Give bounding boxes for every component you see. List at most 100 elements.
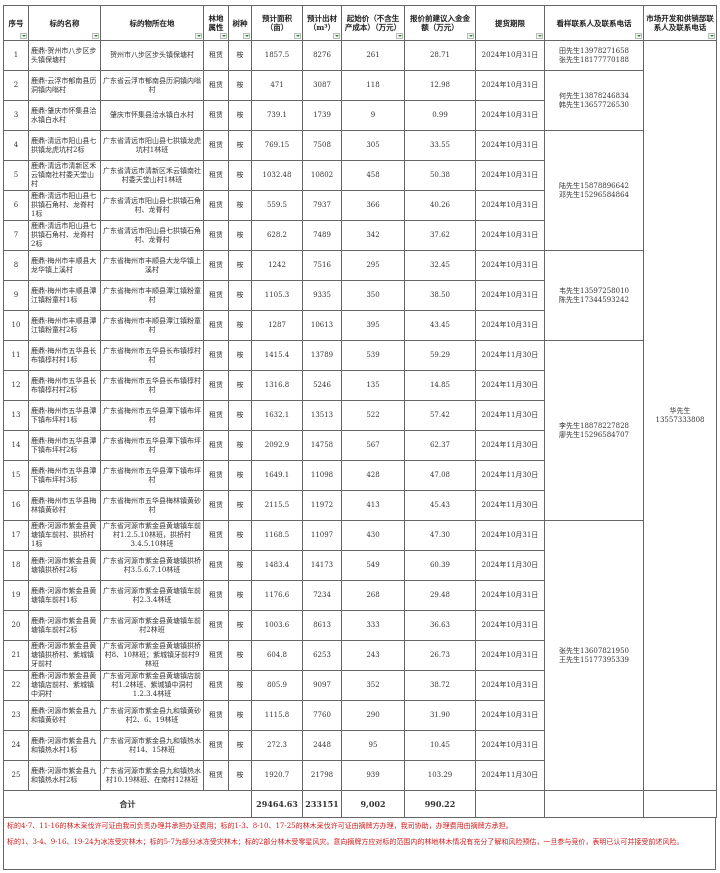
lot-location: 广东省梅州市五华县潭下镇布坪村 xyxy=(100,400,204,431)
start-price: 333 xyxy=(341,610,405,641)
table-row: 12 鹿鼎-梅州市五华县长布镇椁村村2标 广东省梅州市五华县长布镇椁村村 租赁桉 131… xyxy=(3,370,717,401)
pickup-deadline: 2024年11月30日 xyxy=(475,460,545,491)
estimated-area: 2092.9 xyxy=(251,430,303,461)
table-row: 20 鹿鼎-河源市紫金县黄塘镇车前村2标 广东省河源市紫金县黄塘镇车前村2林班 租赁桉… xyxy=(3,610,717,641)
land-type: 租赁 xyxy=(203,460,229,491)
start-price: 352 xyxy=(341,670,405,701)
row-number: 6 xyxy=(3,190,29,221)
header-row: 序号 标的名称 标的物所在地 林地属性 树种 预计面积（亩） 预计出材（m³） 起始价（不含生… xyxy=(3,5,717,41)
filter-dropdown-icon[interactable] xyxy=(195,33,202,39)
pickup-deadline: 2024年10月31日 xyxy=(475,40,545,71)
land-type: 租赁 xyxy=(203,670,229,701)
viewing-contact: 陆先生15878896642 邓先生15296584864 xyxy=(544,130,644,251)
filter-dropdown-icon[interactable] xyxy=(635,33,642,39)
row-number: 4 xyxy=(3,130,29,161)
land-type: 租赁 xyxy=(203,190,229,221)
estimated-volume: 6253 xyxy=(302,640,342,671)
start-price: 9 xyxy=(341,100,405,131)
total-empty-cell xyxy=(544,790,644,818)
land-type: 租赁 xyxy=(203,40,229,71)
lot-name: 鹿鼎-梅州市五华县梅林镇黄砂村 xyxy=(28,490,101,521)
filter-dropdown-icon[interactable] xyxy=(396,33,403,39)
row-number: 19 xyxy=(3,580,29,611)
tree-species: 桉 xyxy=(228,760,252,791)
filter-dropdown-icon[interactable] xyxy=(20,33,27,39)
lot-location: 广东省梅州市五华县长布镇椁村村 xyxy=(100,370,204,401)
estimated-volume: 21798 xyxy=(302,760,342,791)
row-number: 24 xyxy=(3,730,29,761)
pickup-deadline: 2024年10月31日 xyxy=(475,640,545,671)
header-label: 市场开发和供销部联系人及联系电话 xyxy=(646,14,714,32)
table-row: 21 鹿鼎-河源市紫金县黄塘镇拱桥村、紫城镇牙前村 广东省河源市紫金县黄塘镇拱桥村8… xyxy=(3,640,717,671)
start-price: 243 xyxy=(341,640,405,671)
pickup-deadline: 2024年10月31日 xyxy=(475,100,545,131)
start-price: 428 xyxy=(341,460,405,491)
deposit-amount: 40.26 xyxy=(404,190,476,221)
estimated-area: 805.9 xyxy=(251,670,303,701)
lot-name: 鹿鼎-河源市紫金县黄塘镇车前村2标 xyxy=(28,610,101,641)
lot-name: 鹿鼎-河源市紫金县黄塘镇车前村1标 xyxy=(28,580,101,611)
header-col-deadline: 提货期限 xyxy=(475,5,545,41)
estimated-area: 1920.7 xyxy=(251,760,303,791)
row-number: 1 xyxy=(3,40,29,71)
table-row: 11 鹿鼎-梅州市五华县长布镇椁村村1标 广东省梅州市五华县长布镇椁村村 租赁桉 141… xyxy=(3,340,717,521)
estimated-volume: 2448 xyxy=(302,730,342,761)
start-price: 350 xyxy=(341,280,405,311)
estimated-area: 1242 xyxy=(251,250,303,281)
lot-name: 鹿鼎-梅州市五华县长布镇椁村村2标 xyxy=(28,370,101,401)
filter-dropdown-icon[interactable] xyxy=(708,33,715,39)
estimated-area: 1632.1 xyxy=(251,400,303,431)
header-label: 标的物所在地 xyxy=(129,18,175,28)
pickup-deadline: 2024年10月31日 xyxy=(475,700,545,731)
filter-dropdown-icon[interactable] xyxy=(467,33,474,39)
header-label: 预计面积（亩） xyxy=(262,14,292,32)
filter-dropdown-icon[interactable] xyxy=(536,33,543,39)
lot-location: 广东省清远市阳山县七拱镇石角村、龙脊村 xyxy=(100,220,204,251)
row-number: 9 xyxy=(3,280,29,311)
land-type: 租赁 xyxy=(203,160,229,191)
pickup-deadline: 2024年11月30日 xyxy=(475,430,545,461)
filter-dropdown-icon[interactable] xyxy=(92,33,99,39)
deposit-amount: 43.45 xyxy=(404,310,476,341)
tree-species: 桉 xyxy=(228,220,252,251)
deposit-amount: 38.72 xyxy=(404,670,476,701)
tree-species: 桉 xyxy=(228,640,252,671)
pickup-deadline: 2024年11月30日 xyxy=(475,760,545,791)
lot-location: 广东省河源市紫金县九和镇黄砂村2、6、19林班 xyxy=(100,700,204,731)
total-label: 合计 xyxy=(3,790,252,818)
row-number: 17 xyxy=(3,520,29,551)
header-col-land-type: 林地属性 xyxy=(203,5,229,41)
pickup-deadline: 2024年10月31日 xyxy=(475,670,545,701)
tree-species: 桉 xyxy=(228,190,252,221)
land-type: 租赁 xyxy=(203,730,229,761)
header-col-volume: 预计出材（m³） xyxy=(302,5,342,41)
note-permit: 标的4-7、11-16的林木采伐许可证由我司负责办理并承担办证费用；标的1-3、… xyxy=(7,822,513,830)
start-price: 539 xyxy=(341,340,405,371)
viewing-contact: 韦先生13597258010 陈先生17344593242 xyxy=(544,250,644,341)
deposit-amount: 103.29 xyxy=(404,760,476,791)
notes-section: 标的4-7、11-16的林木采伐许可证由我司负责办理并承担办证费用；标的1-3、… xyxy=(3,818,716,870)
filter-dropdown-icon[interactable] xyxy=(333,33,340,39)
row-number: 25 xyxy=(3,760,29,791)
lot-name: 鹿鼎-清远市阳山县七拱镇石角村、龙脊村2标 xyxy=(28,220,101,251)
lot-name: 鹿鼎-肇庆市怀集县洽水镇白水村 xyxy=(28,100,101,131)
start-price: 342 xyxy=(341,220,405,251)
row-number: 14 xyxy=(3,430,29,461)
estimated-volume: 11972 xyxy=(302,490,342,521)
lot-name: 鹿鼎-河源市紫金县黄塘镇拱桥村、紫城镇牙前村 xyxy=(28,640,101,671)
deposit-amount: 29.48 xyxy=(404,580,476,611)
row-number: 5 xyxy=(3,160,29,191)
filter-dropdown-icon[interactable] xyxy=(294,33,301,39)
estimated-area: 559.5 xyxy=(251,190,303,221)
start-price: 366 xyxy=(341,190,405,221)
lot-name: 鹿鼎-河源市紫金县黄塘镇拱桥村2标 xyxy=(28,550,101,581)
estimated-volume: 14173 xyxy=(302,550,342,581)
filter-dropdown-icon[interactable] xyxy=(243,33,250,39)
pickup-deadline: 2024年11月30日 xyxy=(475,370,545,401)
total-start-price: 9,002 xyxy=(341,790,405,818)
pickup-deadline: 2024年10月31日 xyxy=(475,280,545,311)
lot-location: 贺州市八步区步头镇保塘村 xyxy=(100,40,204,71)
filter-dropdown-icon[interactable] xyxy=(220,33,227,39)
table-row: 17 鹿鼎-河源市紫金县黄塘镇车前村、拱桥村1标 广东省河源市紫金县黄塘镇车前村1.… xyxy=(3,520,717,791)
lot-location: 广东省云浮市郁南县历洞镇内嗡村 xyxy=(100,70,204,101)
